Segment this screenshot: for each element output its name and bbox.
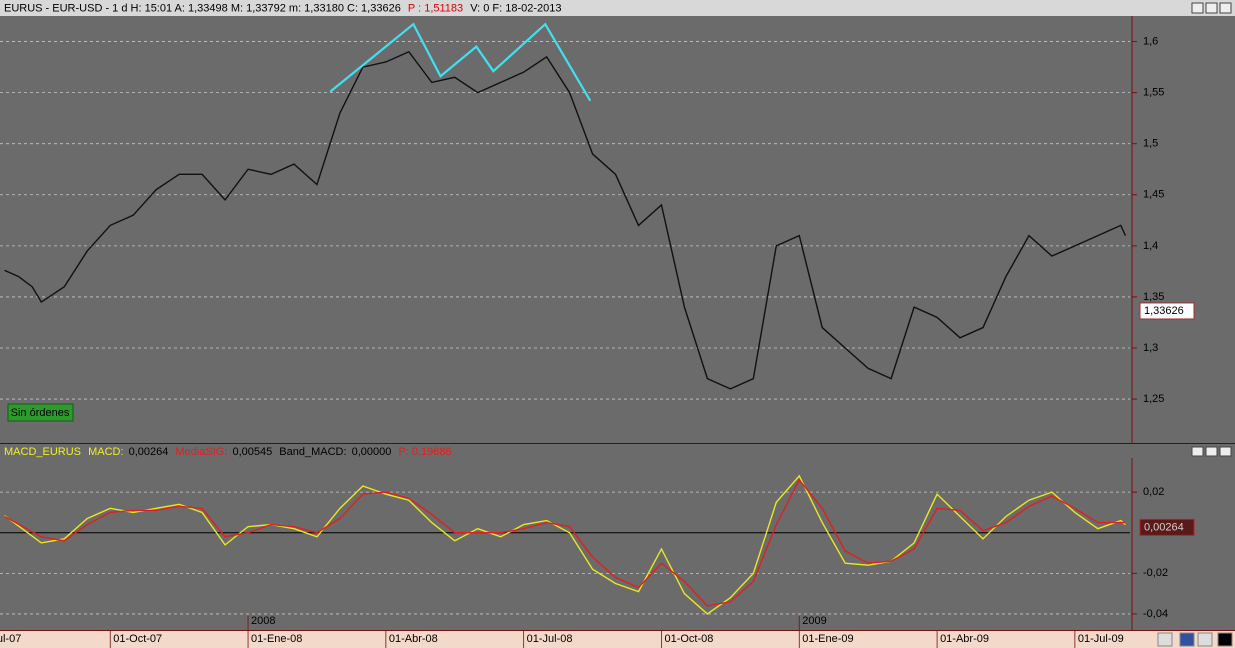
title-bar xyxy=(0,0,1235,16)
color-button[interactable] xyxy=(1217,632,1233,647)
year-label: 2009 xyxy=(802,615,826,627)
header-tail: V: 0 F: 18-02-2013 xyxy=(470,2,561,14)
x-tick-label: 01-Abr-09 xyxy=(940,633,989,645)
header-info: EURUS - EUR-USD - 1 d H: 15:01 A: 1,3349… xyxy=(4,2,401,14)
y-tick-label: 1,55 xyxy=(1143,87,1164,99)
window-buttons[interactable] xyxy=(1191,2,1232,14)
series-line xyxy=(4,50,1127,390)
y-tick-label: 0,02 xyxy=(1143,486,1164,498)
save-button[interactable] xyxy=(1179,632,1195,647)
x-tick-label: 01-Jul-09 xyxy=(1078,633,1124,645)
series-line xyxy=(4,478,1126,607)
trendline xyxy=(329,22,592,102)
macd-name: MACD_EURUS xyxy=(4,446,81,458)
orders-button[interactable]: Sin órdenes xyxy=(11,407,70,419)
sig-value: 0,00545 xyxy=(232,446,272,458)
x-tick-label: 01-Oct-08 xyxy=(664,633,713,645)
tool-button[interactable] xyxy=(1157,632,1173,647)
y-tick-label: 1,4 xyxy=(1143,240,1158,252)
year-label: 2008 xyxy=(251,615,275,627)
last-value-box xyxy=(1139,302,1195,320)
y-tick-label: 1,35 xyxy=(1143,291,1164,303)
band-label: Band_MACD: xyxy=(279,446,346,458)
minimize[interactable] xyxy=(1191,446,1204,457)
maximize[interactable] xyxy=(1205,446,1218,457)
x-tick-label: 01-Ene-09 xyxy=(802,633,853,645)
header-p: P : 1,51183 xyxy=(408,2,463,14)
y-tick-label: 1,3 xyxy=(1143,342,1158,354)
macd-window-buttons[interactable] xyxy=(1191,446,1232,457)
macd-label: MACD: xyxy=(88,446,123,458)
x-tick-label: 01-Oct-07 xyxy=(113,633,162,645)
x-tick-label: 01-Jul-07 xyxy=(0,633,21,645)
y-tick-label: 1,25 xyxy=(1143,393,1164,405)
macd-value: 0,00264 xyxy=(129,446,169,458)
macd-p: P: 0,19686 xyxy=(398,446,451,458)
macd-header: MACD_EURUS MACD: 0,00264 MediaSIG: 0,005… xyxy=(4,446,452,458)
y-tick-label: -0,04 xyxy=(1143,608,1168,620)
y-tick-label: 1,45 xyxy=(1143,189,1164,201)
last-value-label: 0,00264 xyxy=(1144,521,1184,533)
close[interactable] xyxy=(1219,2,1232,14)
y-tick-label: 1,5 xyxy=(1143,138,1158,150)
band-value: 0,00000 xyxy=(352,446,392,458)
title-text: EURUS - EUR-USD - 1 d H: 15:01 A: 1,3349… xyxy=(4,2,562,14)
x-tick-label: 01-Abr-08 xyxy=(389,633,438,645)
last-value-label: 1,33626 xyxy=(1144,305,1184,317)
series-line xyxy=(4,474,1126,615)
y-tick-label: 1,6 xyxy=(1143,35,1158,47)
last-value-box xyxy=(1139,518,1195,536)
minimize[interactable] xyxy=(1191,2,1204,14)
orders-button-bg[interactable] xyxy=(7,403,74,422)
tool-button[interactable] xyxy=(1197,632,1213,647)
x-tick-label: 01-Jul-08 xyxy=(527,633,573,645)
x-tick-label: 01-Ene-08 xyxy=(251,633,302,645)
date-axis-strip xyxy=(0,630,1235,648)
close[interactable] xyxy=(1219,446,1232,457)
sig-label: MediaSIG: xyxy=(175,446,227,458)
toolbar[interactable] xyxy=(1157,632,1233,647)
y-tick-label: -0,02 xyxy=(1143,567,1168,579)
maximize[interactable] xyxy=(1205,2,1218,14)
macd-header-bar xyxy=(0,445,1235,458)
